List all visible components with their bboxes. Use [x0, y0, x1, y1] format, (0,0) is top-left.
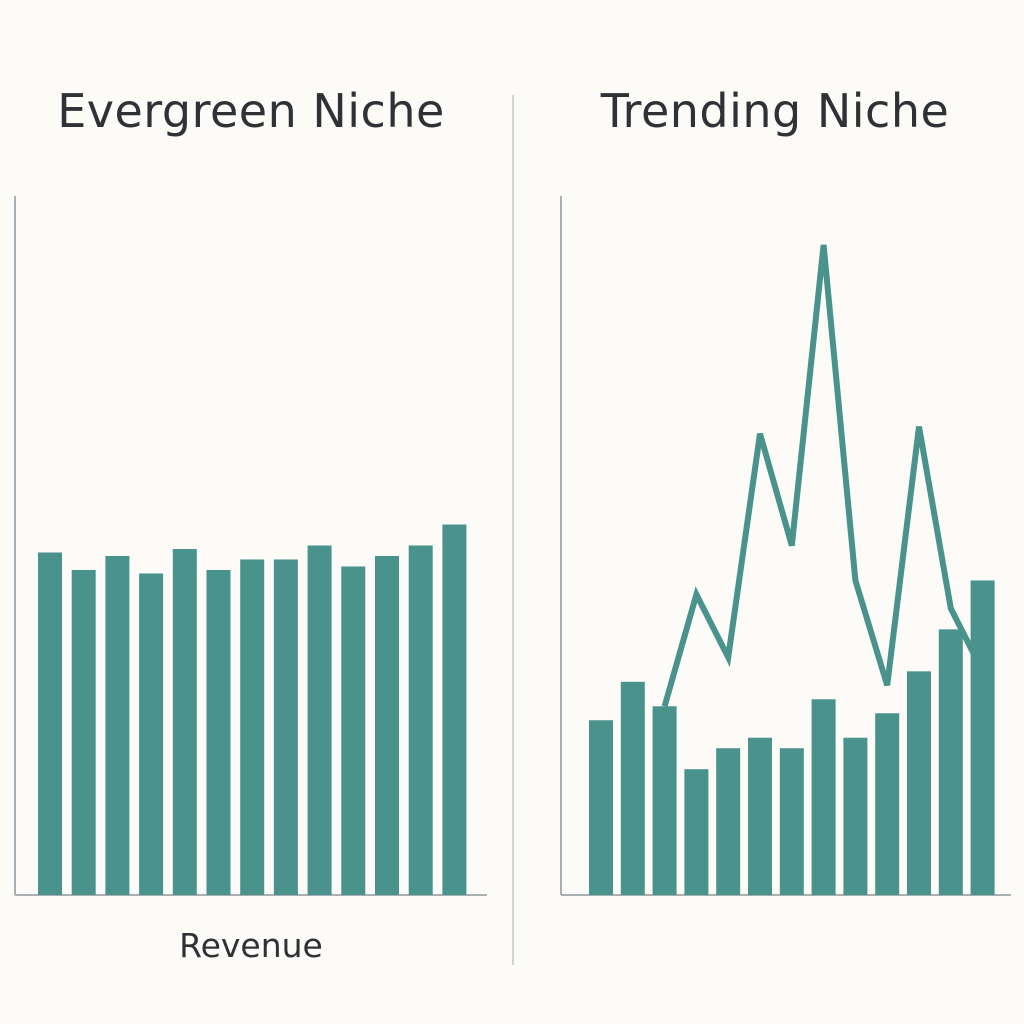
evergreen-bar: [408, 545, 433, 895]
trending-bar: [907, 671, 931, 895]
evergreen-bar: [273, 559, 298, 895]
trending-bar: [811, 699, 836, 895]
trending-bar: [779, 748, 804, 895]
evergreen-chart: [14, 196, 487, 896]
evergreen-x-axis-label: Revenue: [179, 926, 323, 965]
trending-bar: [652, 706, 677, 895]
evergreen-bar: [38, 552, 62, 895]
evergreen-chart-title: Evergreen Niche: [57, 84, 445, 138]
evergreen-bar: [71, 569, 96, 895]
trending-bar: [589, 720, 613, 895]
evergreen-bar: [307, 545, 332, 895]
trending-bar: [620, 681, 645, 895]
trending-chart-title: Trending Niche: [600, 84, 950, 138]
trending-bar: [875, 713, 900, 895]
trending-bar: [843, 737, 868, 895]
trending-bar: [970, 580, 995, 895]
evergreen-bar: [240, 559, 265, 895]
evergreen-bar: [139, 573, 164, 895]
trending-bar: [748, 737, 772, 895]
panel-divider: [512, 95, 514, 965]
evergreen-bar: [341, 566, 366, 895]
trending-bar: [938, 629, 963, 895]
evergreen-bar: [105, 555, 130, 895]
evergreen-bar: [375, 555, 399, 895]
trending-bar: [716, 748, 741, 895]
evergreen-bar: [172, 548, 197, 895]
trending-trend-line: [661, 244, 986, 708]
evergreen-bar: [206, 569, 231, 895]
trending-bar: [684, 769, 709, 895]
trending-chart: [560, 196, 1011, 896]
evergreen-bar: [442, 524, 467, 895]
